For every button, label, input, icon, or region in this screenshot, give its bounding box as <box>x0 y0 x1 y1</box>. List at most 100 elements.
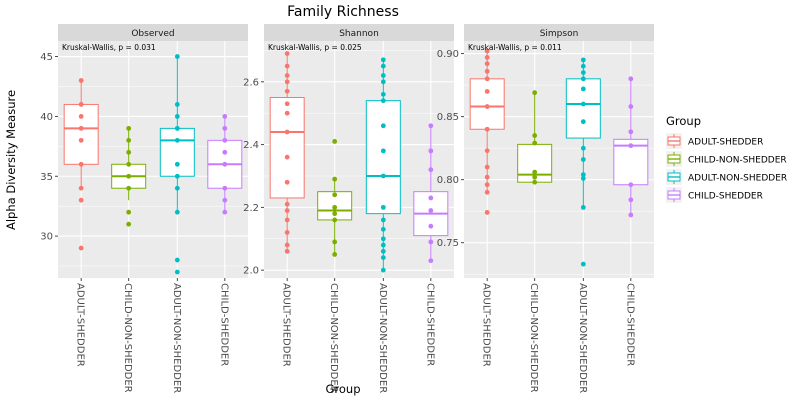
data-point <box>380 98 386 104</box>
data-point <box>332 204 338 210</box>
data-point <box>284 201 290 207</box>
data-point <box>484 48 490 54</box>
data-point <box>580 70 586 75</box>
data-point <box>628 129 634 135</box>
legend-label: ADULT-NON-SHEDDER <box>688 174 787 184</box>
data-point <box>222 125 228 131</box>
data-point <box>484 148 490 154</box>
data-point <box>332 139 338 144</box>
data-point <box>484 189 490 195</box>
data-point <box>78 245 84 251</box>
data-point <box>484 164 490 170</box>
data-point <box>380 204 386 210</box>
x-tick-label-adult-non-shedder: ADULT-NON-SHEDDER <box>577 283 588 393</box>
data-point <box>284 129 290 135</box>
box-shannon-child-non-shedder <box>317 139 353 257</box>
data-point <box>428 167 434 173</box>
data-point <box>428 195 434 201</box>
facet-panels: Observed 30 35 40 45 ADULT-SHEDDER CHILD-NON-S… <box>40 24 654 393</box>
strip-simpson <box>464 24 654 41</box>
y-tick-label-simpson: 0.75 <box>437 238 459 249</box>
box-simpson-adult-shedder <box>469 48 505 215</box>
data-point <box>174 173 180 179</box>
box-simpson-adult-non-shedder <box>565 57 601 267</box>
box-observed-adult-non-shedder <box>159 54 195 275</box>
y-tick-label-shannon: 2.4 <box>243 140 259 151</box>
data-point <box>284 208 290 213</box>
data-point <box>580 145 586 151</box>
data-point <box>332 176 338 182</box>
data-point <box>284 179 290 185</box>
legend-label: CHILD-SHEDDER <box>688 192 763 202</box>
data-point <box>222 197 228 203</box>
data-point <box>78 125 84 131</box>
data-point <box>380 173 386 179</box>
y-tick-label-shannon: 2.0 <box>243 266 259 277</box>
data-point <box>126 221 132 227</box>
y-tick-label-simpson: 0.85 <box>437 112 459 123</box>
box-observed-adult-shedder <box>63 78 99 251</box>
data-point <box>78 78 84 83</box>
data-point <box>484 68 490 74</box>
data-point <box>78 197 84 203</box>
x-tick-label-child-shedder: CHILD-SHEDDER <box>424 283 435 366</box>
data-point <box>380 57 386 63</box>
data-point <box>380 226 386 232</box>
data-point <box>532 133 538 138</box>
data-point <box>284 73 290 78</box>
data-point <box>78 114 84 119</box>
data-point <box>428 239 434 245</box>
data-point <box>284 154 290 160</box>
kruskal-wallis-annotation-simpson: Kruskal-Wallis, p = 0.011 <box>468 43 562 52</box>
data-point <box>380 217 386 223</box>
data-point <box>126 149 132 155</box>
x-tick-label-adult-shedder: ADULT-SHEDDER <box>281 283 292 367</box>
data-point <box>174 125 180 131</box>
data-point <box>580 176 586 181</box>
data-point <box>332 211 338 217</box>
data-point <box>380 148 386 154</box>
data-point <box>428 258 434 264</box>
y-tick-label-simpson: 0.90 <box>437 49 459 60</box>
data-point <box>484 210 490 215</box>
data-point <box>380 63 386 69</box>
data-point <box>380 91 386 97</box>
data-point <box>428 123 434 129</box>
x-tick-label-child-shedder: CHILD-SHEDDER <box>218 283 229 366</box>
data-point <box>380 248 386 254</box>
legend-label: CHILD-NON-SHEDDER <box>688 156 787 166</box>
box-observed-child-non-shedder <box>111 125 147 227</box>
data-point <box>380 267 386 273</box>
data-point <box>380 79 386 85</box>
data-point <box>78 161 84 167</box>
legend-entry-child-non-shedder: CHILD-NON-SHEDDER <box>666 151 787 167</box>
legend-label: ADULT-SHEDDER <box>688 138 763 148</box>
panel-observed: Observed 30 35 40 45 ADULT-SHEDDER CHILD-NON-S… <box>40 24 248 393</box>
data-point <box>174 185 180 191</box>
data-point <box>284 79 290 85</box>
data-point <box>126 173 132 179</box>
data-point <box>78 185 84 191</box>
data-point <box>284 230 290 235</box>
legend-entry-adult-non-shedder: ADULT-NON-SHEDDER <box>666 169 787 185</box>
data-point <box>174 54 180 59</box>
box-shannon-child-shedder <box>413 123 449 264</box>
data-point <box>284 110 290 116</box>
x-tick-label-child-non-shedder: CHILD-NON-SHEDDER <box>328 283 339 393</box>
kruskal-wallis-annotation-observed: Kruskal-Wallis, p = 0.031 <box>62 43 156 52</box>
data-point <box>428 223 434 229</box>
box-iqr <box>63 103 99 165</box>
strip-shannon <box>264 24 454 41</box>
data-point <box>222 137 228 143</box>
kruskal-wallis-annotation-shannon: Kruskal-Wallis, p = 0.025 <box>268 43 362 52</box>
chart-title: Family Richness <box>287 4 399 20</box>
legend-entry-child-shedder: CHILD-SHEDDER <box>666 187 763 203</box>
y-tick-label-observed: 30 <box>40 232 53 243</box>
y-axis-title: Alpha Diversity Measure <box>4 90 18 230</box>
box-iqr <box>469 78 505 130</box>
legend-title: Group <box>666 114 701 128</box>
panel-simpson: Simpson 0.75 0.80 0.85 0.90 ADULT-SHEDDER CHIL… <box>437 24 654 393</box>
data-point <box>126 161 132 167</box>
box-iqr <box>365 100 401 215</box>
